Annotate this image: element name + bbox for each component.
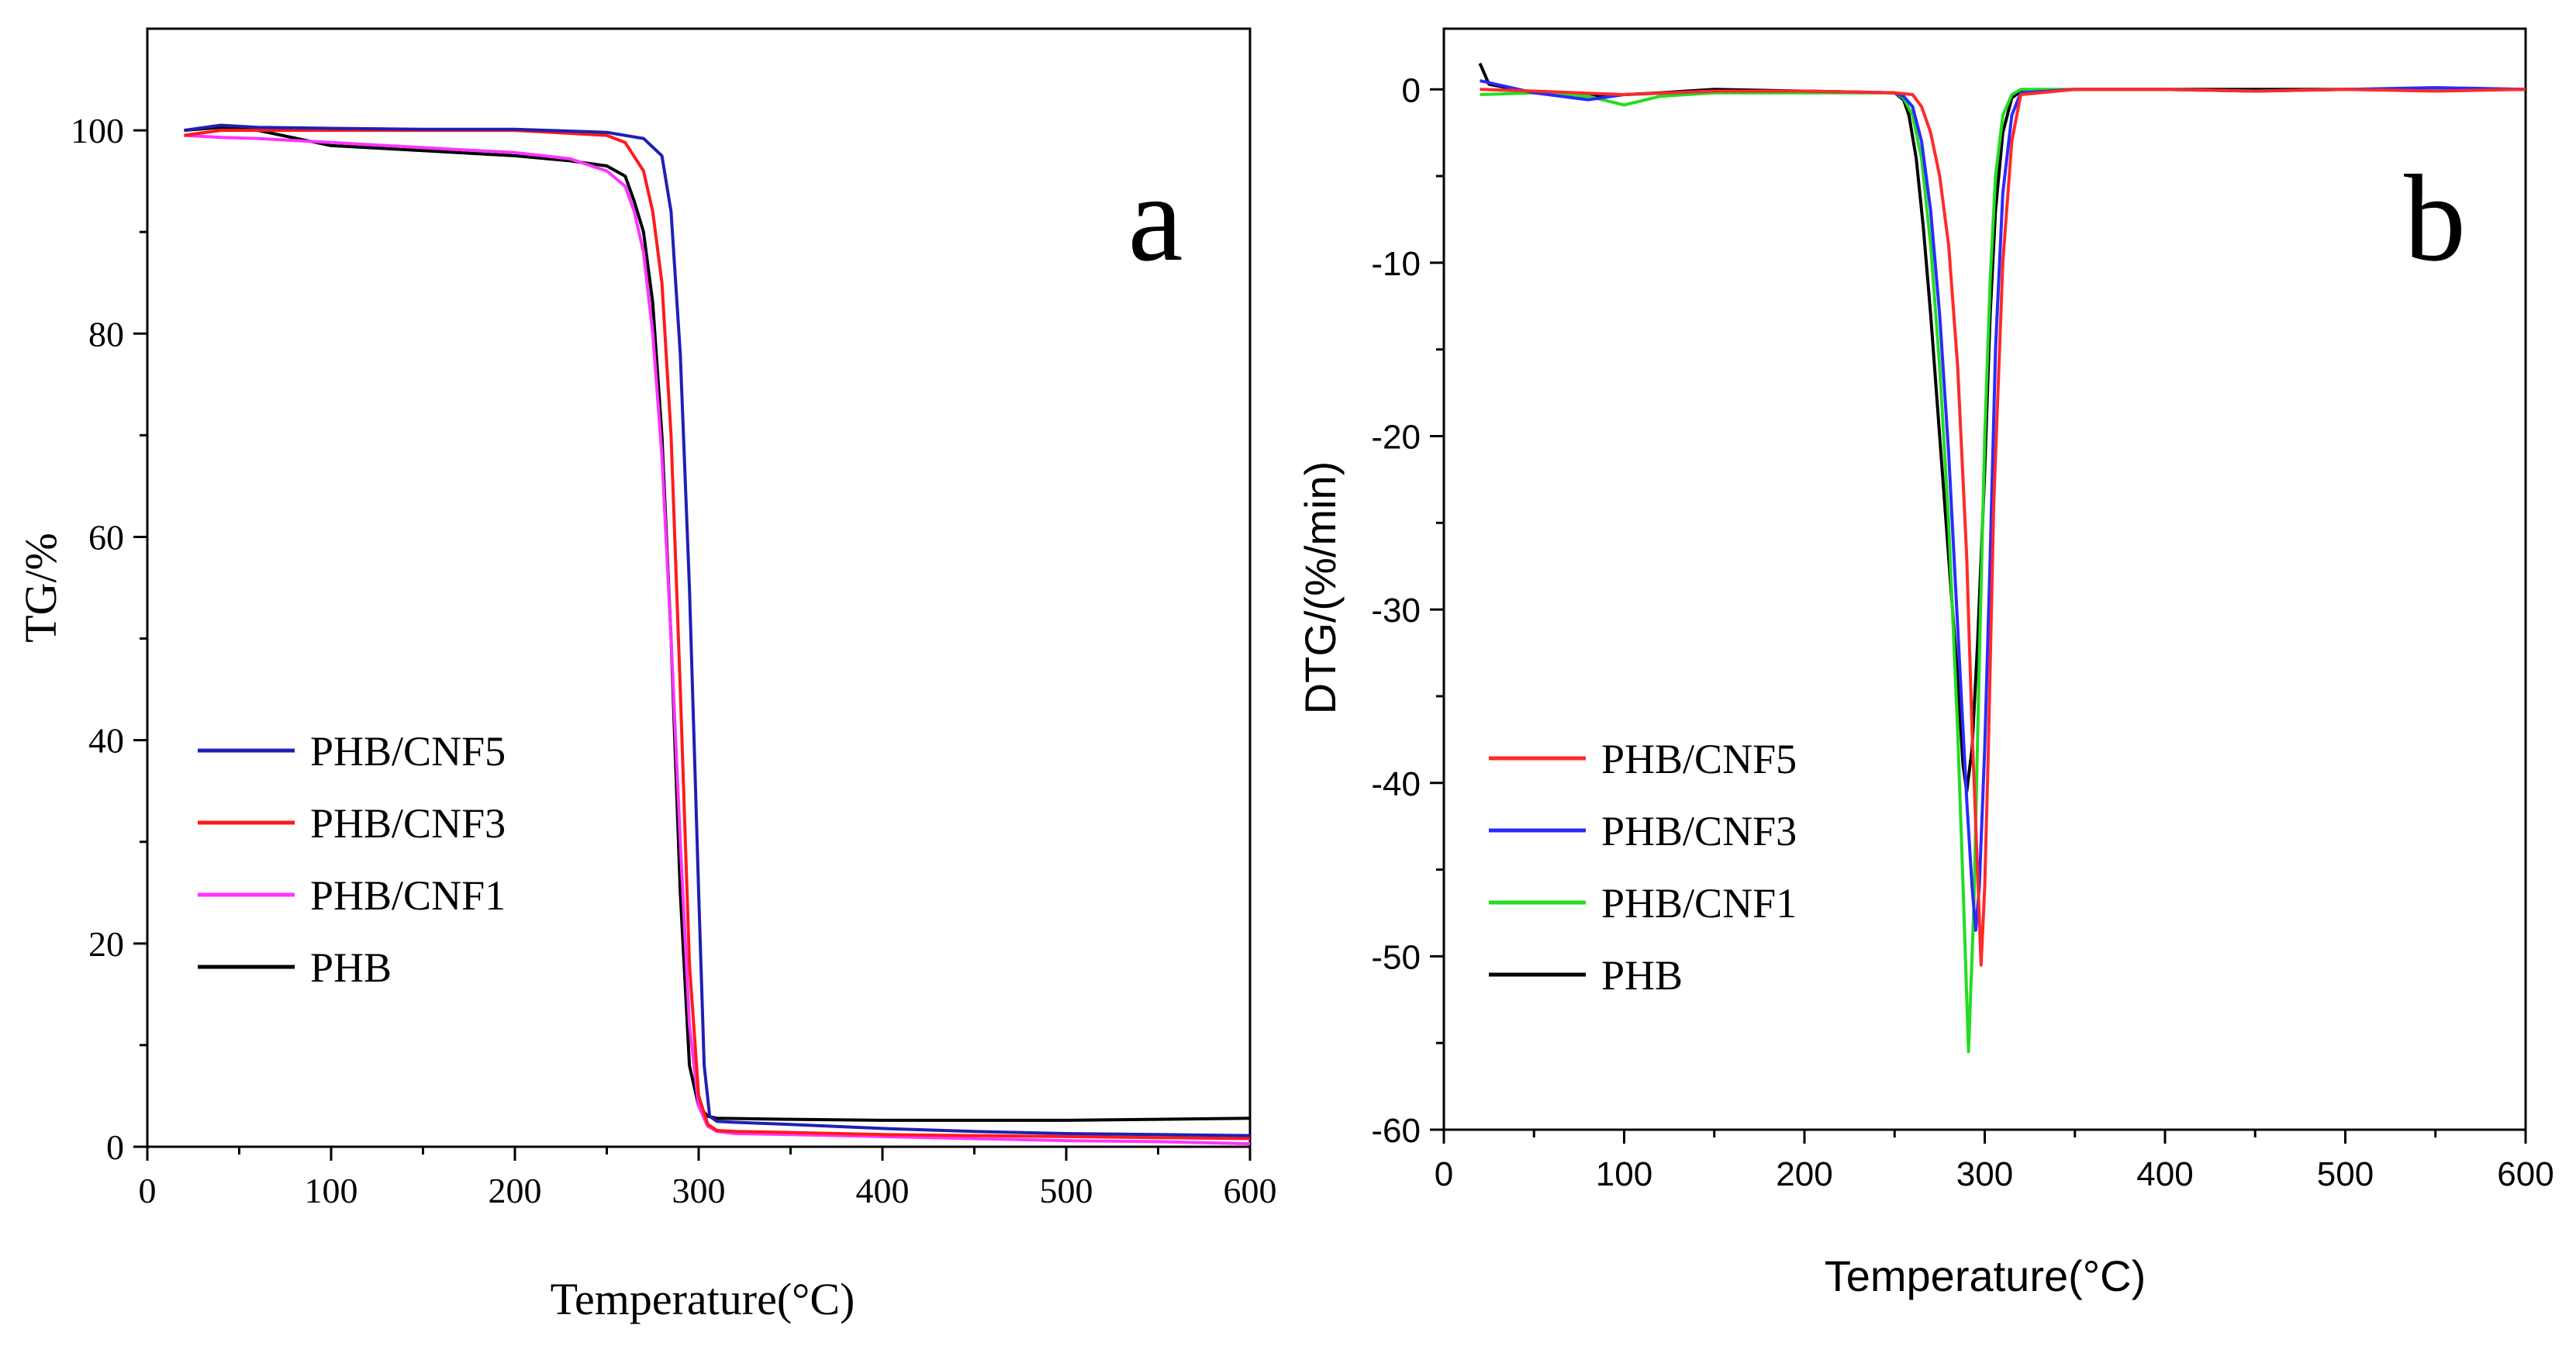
x-tick-label-a: 0	[139, 1171, 157, 1210]
legend-label: PHB/CNF1	[310, 872, 506, 919]
y-tick-label-a: 40	[88, 721, 124, 761]
y-tick-label-b: 0	[1402, 71, 1421, 109]
panel-label-a: a	[1127, 149, 1183, 287]
x-axis-title-b: Temperature(°C)	[1825, 1251, 2146, 1300]
tick-labels-b: 0 100 200 300 400 500 600 -60 -50 -40 -30 -20 -10 0	[1371, 71, 2554, 1193]
y-tick-label-a: 20	[88, 924, 124, 964]
y-tick-label-a: 60	[88, 517, 124, 557]
x-tick-label-b: 600	[2497, 1155, 2554, 1193]
panel-label-b: b	[2404, 149, 2466, 287]
legend-b: PHB/CNF5 PHB/CNF3 PHB/CNF1 PHB	[1489, 736, 1797, 999]
y-tick-label-b: -10	[1371, 245, 1421, 283]
legend-label: PHB/CNF3	[1601, 808, 1797, 854]
series-line-phb-cnf1	[184, 133, 1251, 1146]
series-group-a	[184, 123, 1251, 1146]
series-line-phb-cnf3	[1480, 79, 2526, 932]
tick-marks-a	[133, 129, 1252, 1161]
y-tick-label-a: 80	[88, 314, 124, 354]
series-line-phb-cnf5	[184, 123, 1251, 1137]
y-axis-title-a: TG/%	[16, 533, 66, 643]
legend-label: PHB/CNF5	[1601, 736, 1797, 782]
series-line-phb	[1478, 62, 2526, 793]
legend-label: PHB/CNF5	[310, 728, 506, 775]
legend-a: PHB/CNF5 PHB/CNF3 PHB/CNF1 PHB	[198, 728, 506, 991]
y-axis-title-b: DTG/(%/min)	[1296, 461, 1345, 715]
y-tick-label-b: -40	[1371, 765, 1421, 803]
x-tick-label-a: 300	[672, 1171, 726, 1210]
y-tick-label-b: -50	[1371, 938, 1421, 976]
x-tick-label-a: 200	[489, 1171, 542, 1210]
x-tick-label-b: 400	[2136, 1155, 2193, 1193]
x-tick-label-a: 500	[1040, 1171, 1093, 1210]
x-tick-label-b: 300	[1956, 1155, 2013, 1193]
chart-panel-b: 0 100 200 300 400 500 600 -60 -50 -40 -30 -20 -10 0 b…	[1296, 27, 2554, 1300]
x-tick-label-b: 200	[1776, 1155, 1832, 1193]
legend-label: PHB	[310, 944, 392, 991]
y-tick-label-a: 100	[71, 111, 124, 150]
x-tick-label-a: 600	[1224, 1171, 1277, 1210]
y-tick-label-b: -60	[1371, 1112, 1421, 1150]
x-tick-label-b: 0	[1435, 1155, 1453, 1193]
y-tick-label-b: -30	[1371, 592, 1421, 630]
chart-panel-a: 0 100 200 300 400 500 600 0 20 40 60 80 100 a Temper…	[16, 27, 1277, 1324]
legend-label: PHB/CNF1	[1601, 880, 1797, 927]
tick-marks-b	[1430, 88, 2527, 1144]
x-tick-label-b: 500	[2317, 1155, 2374, 1193]
tick-labels-a: 0 100 200 300 400 500 600 0 20 40 60 80 100	[71, 111, 1277, 1210]
series-group-b	[1478, 62, 2526, 1054]
x-axis-title-a: Temperature(°C)	[551, 1274, 855, 1324]
x-tick-label-a: 400	[856, 1171, 910, 1210]
series-line-phb-cnf5	[1480, 88, 2526, 967]
x-tick-label-a: 100	[305, 1171, 358, 1210]
y-tick-label-b: -20	[1371, 419, 1421, 457]
legend-label: PHB	[1601, 952, 1683, 999]
legend-label: PHB/CNF3	[310, 800, 506, 847]
x-tick-label-b: 100	[1596, 1155, 1652, 1193]
y-tick-label-a: 0	[106, 1127, 124, 1167]
